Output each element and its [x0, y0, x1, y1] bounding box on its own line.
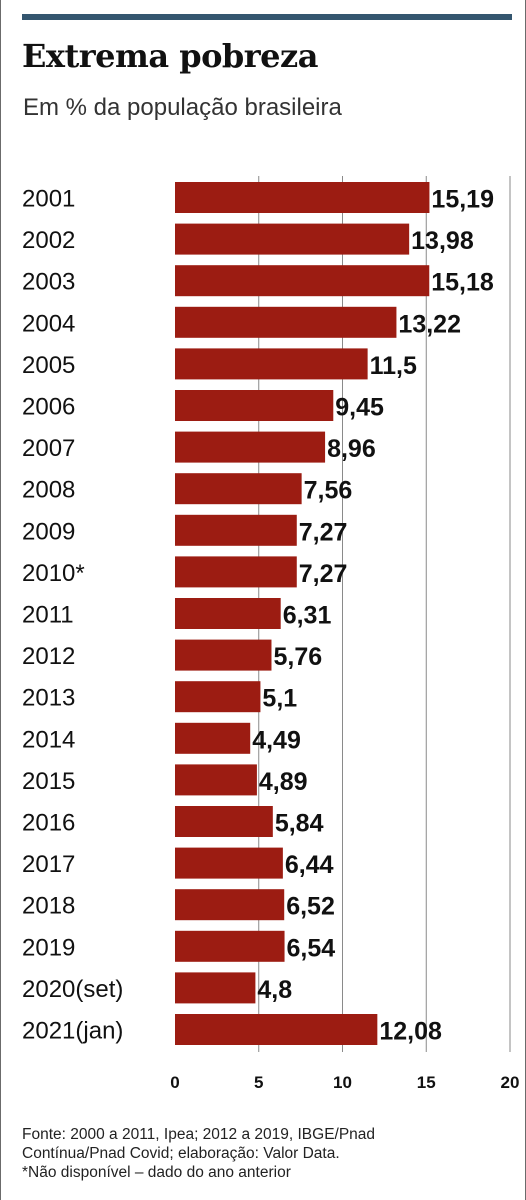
category-label: 2016: [22, 810, 75, 837]
category-label: 2020(set): [22, 976, 123, 1003]
source-line-1: Fonte: 2000 a 2011, Ipea; 2012 a 2019, I…: [22, 1126, 376, 1143]
bar: [175, 348, 368, 380]
category-label: 2010*: [22, 560, 85, 587]
value-label: 11,5: [370, 352, 417, 380]
category-label: 2004: [22, 310, 75, 337]
value-label: 12,08: [379, 1018, 442, 1046]
value-label: 13,98: [411, 227, 474, 255]
category-label: 2013: [22, 685, 75, 712]
category-label: 2011: [22, 602, 74, 629]
value-label: 6,52: [286, 893, 335, 921]
value-label: 7,27: [299, 560, 348, 588]
value-label: 5,76: [273, 643, 322, 671]
category-label: 2006: [22, 394, 75, 421]
x-tick-label: 15: [417, 1073, 436, 1092]
bar: [175, 431, 326, 463]
bar: [175, 806, 273, 837]
value-label: 4,89: [259, 768, 308, 796]
category-label: 2012: [22, 643, 75, 670]
bar: [175, 473, 302, 505]
category-label: 2021(jan): [22, 1018, 123, 1045]
value-label: 6,54: [287, 934, 336, 962]
source-line-2: Contínua/Pnad Covid; elaboração: Valor D…: [22, 1145, 340, 1162]
bar: [175, 182, 430, 213]
bar: [175, 265, 430, 297]
header-rule: [22, 14, 512, 20]
value-label: 6,31: [283, 602, 332, 630]
category-label: 2018: [22, 893, 75, 920]
value-label: 6,44: [285, 851, 334, 879]
bar: [175, 764, 257, 796]
category-label: 2014: [22, 726, 75, 753]
bar: [175, 223, 410, 255]
chart-subtitle: Em % da população brasileira: [23, 94, 342, 121]
value-label: 7,27: [299, 518, 348, 546]
bar: [175, 847, 283, 879]
value-label: 5,84: [275, 810, 324, 838]
bar: [175, 390, 334, 421]
value-label: 4,49: [252, 726, 301, 754]
x-tick-label: 20: [501, 1073, 520, 1092]
value-label: 4,8: [257, 976, 292, 1004]
bar: [175, 681, 261, 713]
category-label: 2008: [22, 477, 75, 504]
footnote: *Não disponível – dado do ano anterior: [22, 1164, 291, 1181]
category-label: 2017: [22, 851, 75, 878]
category-label: 2002: [22, 227, 75, 254]
category-label: 2009: [22, 518, 75, 545]
x-tick-label: 0: [170, 1073, 179, 1092]
value-label: 13,22: [398, 310, 461, 338]
category-label: 2005: [22, 352, 75, 379]
x-tick-label: 5: [254, 1073, 263, 1092]
value-label: 8,96: [327, 435, 376, 463]
bar: [175, 306, 397, 338]
bar: [175, 639, 272, 671]
bar: [175, 722, 251, 754]
bar: [175, 889, 285, 921]
bar: [175, 514, 297, 546]
category-label: 2015: [22, 768, 75, 795]
bar: [175, 972, 256, 1004]
value-label: 9,45: [335, 394, 384, 422]
chart-title: Extrema pobreza: [22, 37, 318, 75]
x-tick-label: 10: [333, 1073, 352, 1092]
category-label: 2019: [22, 934, 75, 961]
source-note: Fonte: 2000 a 2011, Ipea; 2012 a 2019, I…: [22, 1125, 512, 1182]
value-label: 5,1: [262, 685, 297, 713]
category-label: 2001: [22, 186, 75, 213]
bar: [175, 930, 285, 962]
value-label: 15,18: [431, 269, 494, 297]
category-label: 2007: [22, 435, 75, 462]
bar: [175, 556, 297, 588]
value-label: 7,56: [304, 477, 353, 505]
value-label: 15,19: [431, 186, 494, 214]
category-label: 2003: [22, 269, 75, 296]
bar: [175, 598, 281, 629]
bar: [175, 1014, 378, 1045]
